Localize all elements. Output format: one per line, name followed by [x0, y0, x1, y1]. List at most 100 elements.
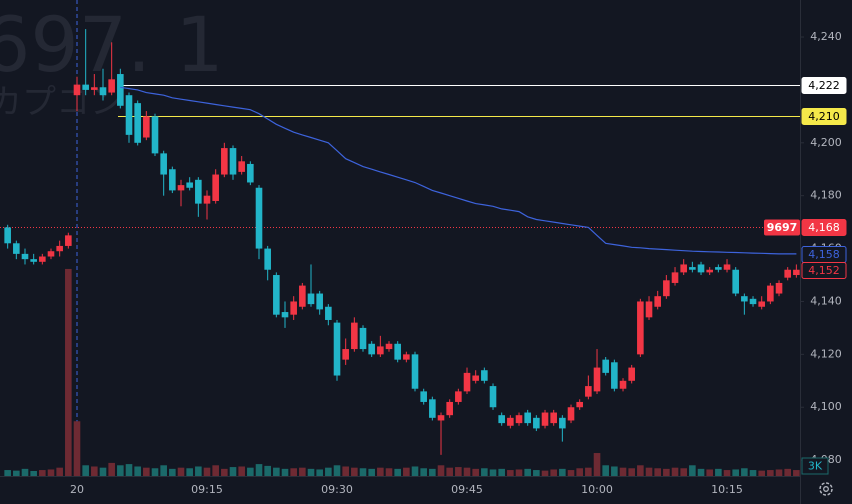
candle-body	[611, 362, 618, 389]
candle-body	[316, 293, 323, 310]
price-label: 4,168	[808, 221, 840, 234]
candle-body	[195, 179, 202, 204]
candle-body	[420, 391, 427, 402]
volume-bar	[446, 467, 453, 476]
volume-bar	[186, 468, 193, 476]
candle-body	[784, 269, 791, 278]
volume-bar	[437, 465, 445, 476]
candle-body	[134, 103, 141, 143]
volume-bar	[394, 468, 401, 476]
volume-bar	[385, 468, 393, 476]
candle-body	[715, 267, 722, 270]
candle-body	[273, 275, 280, 315]
candle-body	[524, 412, 531, 424]
x-tick-label: 09:30	[321, 483, 353, 496]
volume-bar	[99, 467, 107, 476]
candle-body	[463, 372, 471, 392]
price-label: 4,158	[808, 248, 840, 261]
candle-body	[99, 87, 107, 96]
candle-body	[411, 354, 419, 389]
x-tick-label: 09:15	[191, 483, 223, 496]
volume-bar	[368, 468, 375, 476]
volume-bar	[229, 467, 237, 476]
volume-bar	[463, 467, 471, 476]
candle-body	[65, 235, 72, 246]
candle-body	[394, 343, 401, 360]
candle-body	[21, 253, 29, 260]
candle-body	[368, 343, 375, 355]
volume-bar	[680, 468, 687, 476]
volume-bar	[91, 466, 98, 476]
candle-body	[429, 399, 436, 418]
volume-bar	[533, 470, 540, 476]
candle-body	[645, 301, 653, 318]
candle-body	[255, 187, 263, 249]
candle-body	[498, 415, 505, 424]
candle-body	[749, 298, 757, 305]
volume-bar	[108, 462, 115, 476]
volume-bar	[654, 468, 661, 476]
price-label: 4,210	[808, 110, 840, 123]
y-tick-label: 4,200	[810, 136, 842, 149]
volume-bar	[489, 469, 497, 476]
volume-bar	[325, 467, 332, 476]
volume-bar	[602, 465, 609, 476]
candle-body	[359, 327, 367, 350]
volume-bar	[689, 465, 696, 476]
candle-body	[169, 169, 176, 191]
candle-body	[637, 301, 644, 355]
price-lines	[0, 85, 800, 228]
volume-bar	[221, 468, 228, 476]
candle-body	[125, 95, 133, 135]
volume-bar	[515, 469, 523, 476]
y-tick-label: 4,180	[810, 189, 842, 202]
candle-body	[47, 251, 55, 257]
candle-body	[91, 87, 98, 90]
candle-body	[73, 84, 81, 96]
candle-body	[377, 346, 384, 355]
candle-body	[602, 359, 609, 373]
volume-bar	[39, 470, 46, 476]
volume-bar	[524, 468, 531, 476]
volume-bar	[169, 468, 176, 476]
candle-body	[654, 296, 661, 307]
volume-bar	[455, 467, 462, 476]
vwap-line	[120, 86, 797, 255]
y-tick-label: 4,240	[810, 30, 842, 43]
volume-bar	[359, 468, 367, 476]
volume-bar	[203, 467, 211, 476]
volume-bar	[56, 467, 63, 476]
candle-body	[108, 79, 115, 93]
volume-bar	[273, 467, 280, 476]
volume-bar	[645, 467, 653, 476]
settings-icon[interactable]	[819, 482, 833, 496]
candle-body	[247, 163, 254, 183]
candle-body	[307, 293, 315, 305]
volume-bar	[567, 470, 575, 476]
candle-body	[515, 415, 523, 424]
y-tick-label: 4,140	[810, 294, 842, 307]
candle-body	[56, 245, 63, 252]
volume-bar	[498, 468, 505, 476]
volume-bar	[637, 465, 644, 476]
volume-bar	[264, 465, 271, 476]
volume-bar	[715, 468, 722, 476]
y-tick-label: 4,100	[810, 400, 842, 413]
candle-body	[472, 375, 479, 381]
candle-body	[541, 412, 549, 426]
volume-bar	[706, 469, 713, 476]
candle-body	[39, 256, 46, 262]
volume-bar	[255, 464, 263, 476]
candle-body	[13, 243, 20, 254]
volume-bar	[611, 466, 618, 476]
candle-body	[351, 322, 358, 350]
candle-body	[446, 401, 453, 416]
candle-body	[567, 407, 575, 421]
volume-bar	[290, 468, 297, 476]
volume-bar	[377, 467, 384, 476]
volume-bar	[299, 467, 306, 476]
candle-body	[177, 185, 185, 191]
candle-body	[723, 264, 731, 270]
x-tick-label: 20	[70, 483, 84, 496]
volume-bar	[143, 467, 150, 476]
